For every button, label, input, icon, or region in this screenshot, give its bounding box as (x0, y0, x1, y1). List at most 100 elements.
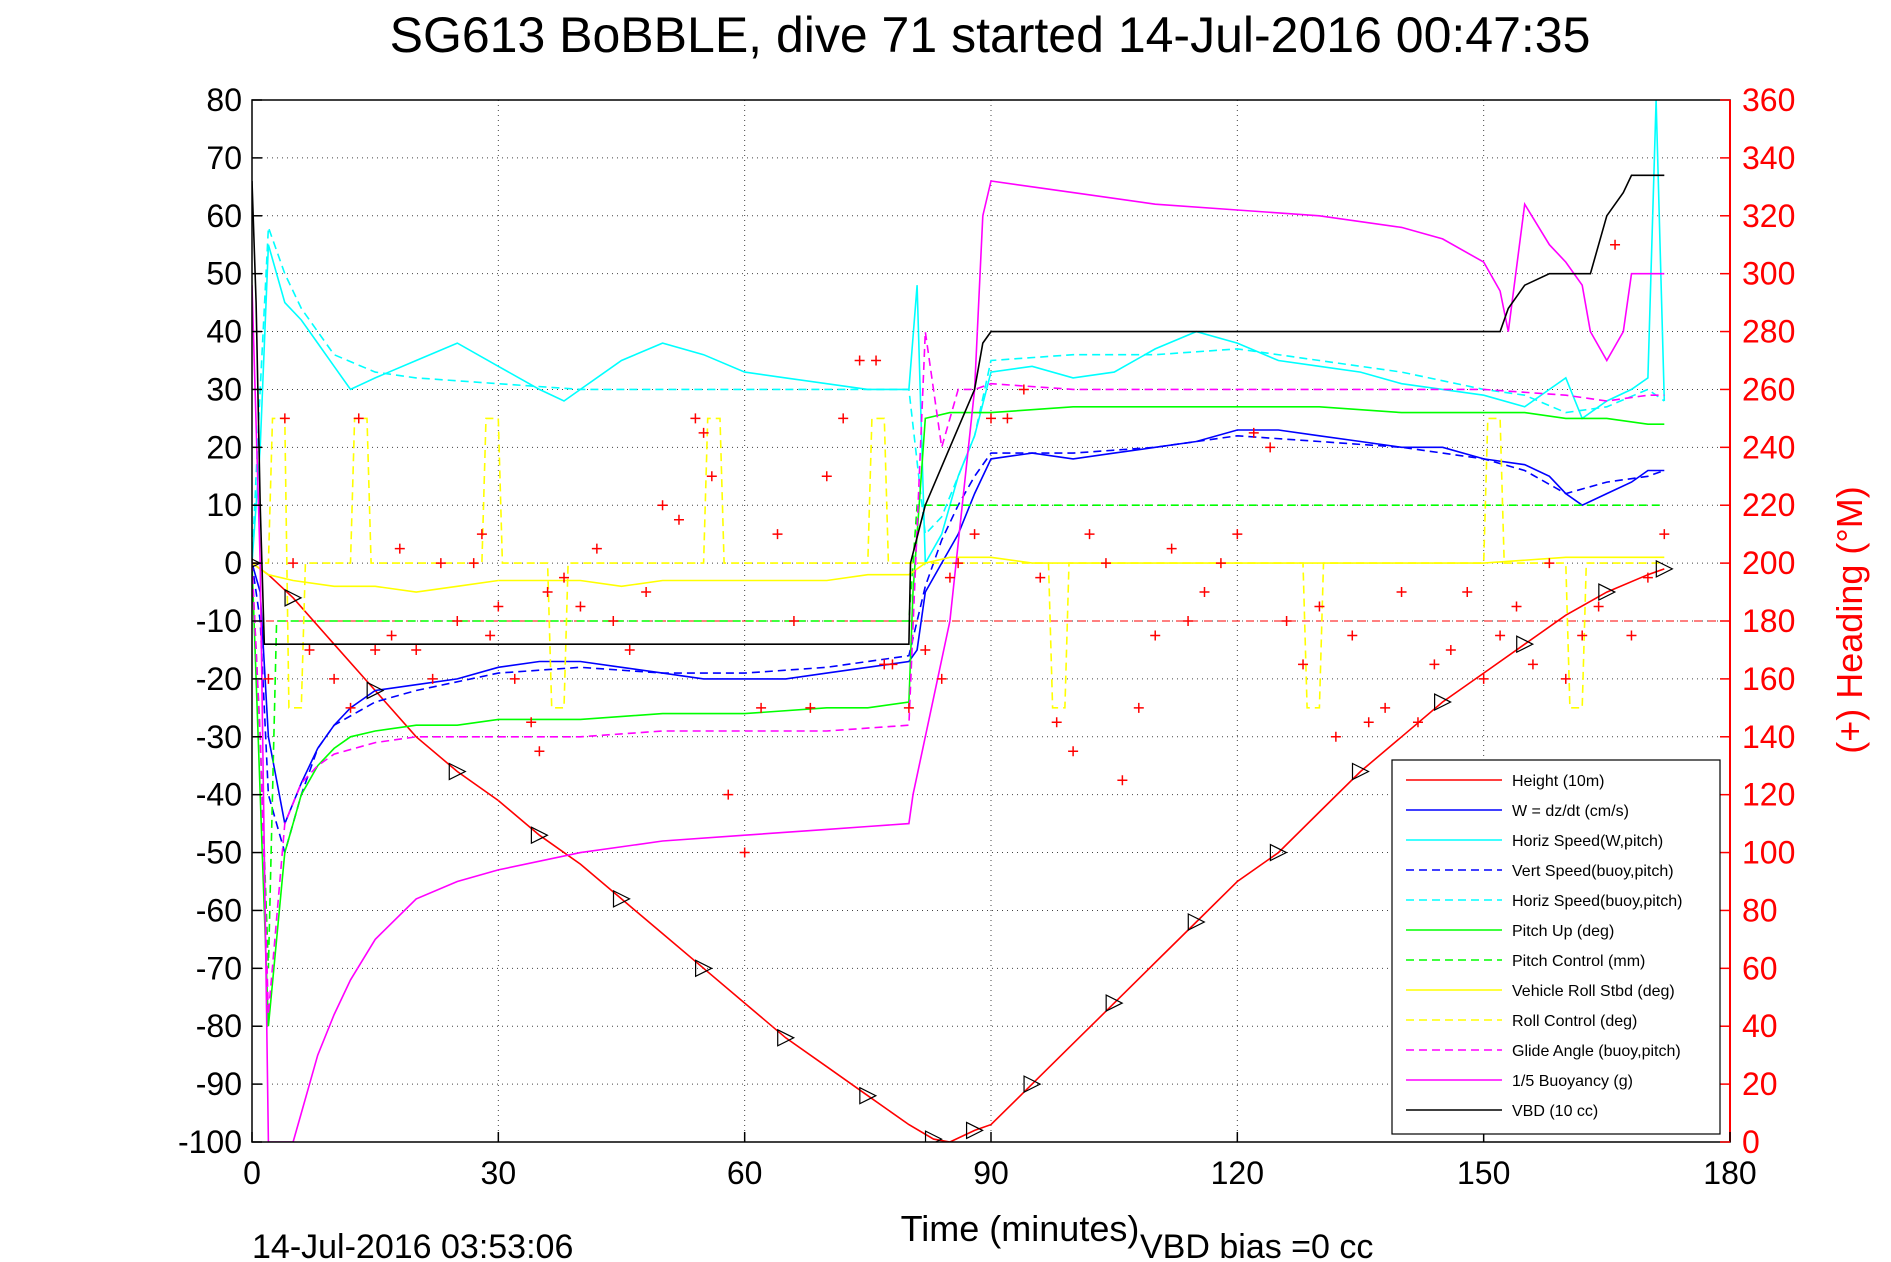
heading-point (1035, 572, 1046, 583)
series-height-10m (252, 562, 1665, 1142)
right-tick-label: 320 (1742, 198, 1795, 234)
heading-point (920, 644, 931, 655)
heading-point (821, 471, 832, 482)
legend-entry: Vert Speed(buoy,pitch) (1512, 863, 1674, 880)
heading-point (509, 673, 520, 684)
legend-entry: Horiz Speed(buoy,pitch) (1512, 893, 1682, 910)
heading-point (1166, 543, 1177, 554)
right-tick-label: 100 (1742, 835, 1795, 871)
heading-point (1199, 587, 1210, 598)
y-tick-label: 20 (206, 429, 242, 465)
series-roll-control-deg (252, 417, 1665, 709)
legend-entry: Roll Control (deg) (1512, 1013, 1637, 1030)
heading-point (279, 413, 290, 424)
heading-point (575, 601, 586, 612)
chart-title: SG613 BoBBLE, dive 71 started 14-Jul-201… (390, 7, 1591, 63)
right-tick-label: 300 (1742, 256, 1795, 292)
heading-point (1051, 717, 1062, 728)
x-tick-label: 120 (1211, 1155, 1264, 1191)
depth-marker (1655, 559, 1674, 578)
y-tick-label: -60 (196, 892, 242, 928)
y-tick-label: -80 (196, 1008, 242, 1044)
heading-point (468, 558, 479, 569)
depth-marker (366, 681, 385, 700)
right-tick-label: 80 (1742, 892, 1778, 928)
y-tick-label: 40 (206, 314, 242, 350)
y-tick-label: 60 (206, 198, 242, 234)
series-layer (252, 100, 1674, 1142)
heading-point (1495, 630, 1506, 641)
depth-markers (252, 558, 1674, 1142)
heading-point (1232, 529, 1243, 540)
y-tick-label: -10 (196, 603, 242, 639)
right-tick-label: 200 (1742, 545, 1795, 581)
right-tick-label: 180 (1742, 603, 1795, 639)
heading-point (1314, 601, 1325, 612)
y-tick-label: 30 (206, 371, 242, 407)
heading-point (427, 673, 438, 684)
right-tick-label: 340 (1742, 140, 1795, 176)
series-vbd-10-cc (252, 174, 1665, 645)
heading-point (805, 702, 816, 713)
depth-marker (1105, 994, 1124, 1013)
legend-entry: VBD (10 cc) (1512, 1103, 1598, 1120)
right-axis-label: (+) Heading (°M) (1829, 486, 1870, 753)
heading-point (641, 587, 652, 598)
heading-point (386, 630, 397, 641)
right-axis-ticks: 3603403203002802602402202001801601401201… (1720, 82, 1795, 1160)
y-tick-label: 50 (206, 256, 242, 292)
legend-entry: Height (10m) (1512, 773, 1604, 790)
heading-point (1183, 616, 1194, 626)
heading-point (1462, 587, 1473, 598)
heading-point (329, 673, 340, 684)
heading-point (1281, 616, 1292, 626)
heading-point (1330, 731, 1341, 742)
heading-point (1363, 717, 1374, 728)
heading-point (1133, 702, 1144, 713)
depth-marker (924, 1130, 943, 1142)
depth-marker (1269, 843, 1288, 862)
heading-point (1577, 630, 1588, 641)
depth-marker (965, 1121, 984, 1140)
heading-point (1642, 572, 1653, 583)
heading-point (1412, 717, 1423, 728)
x-axis-ticks: 0 30 60 90 120 150 180 (243, 1132, 1757, 1191)
right-tick-label: 260 (1742, 371, 1795, 407)
heading-point (1265, 442, 1276, 453)
heading-point (304, 644, 315, 655)
y-tick-label: 70 (206, 140, 242, 176)
heading-point (288, 558, 299, 569)
y-tick-label: -50 (196, 835, 242, 871)
legend-entry: Vehicle Roll Stbd (deg) (1512, 983, 1675, 1000)
heading-point (1117, 775, 1128, 786)
series-horiz-speed-w-pitch (252, 100, 1666, 566)
right-tick-label: 140 (1742, 719, 1795, 755)
heading-point (1018, 384, 1029, 395)
heading-point (854, 355, 865, 366)
heading-point (1478, 673, 1489, 684)
legend-entry: Horiz Speed(W,pitch) (1512, 833, 1663, 850)
heading-point (1347, 630, 1358, 641)
heading-point (624, 644, 635, 655)
heading-point (723, 789, 734, 800)
heading-point (542, 587, 553, 598)
legend-entry: Glide Angle (buoy,pitch) (1512, 1043, 1681, 1060)
heading-point (526, 717, 537, 728)
heading-point (1610, 239, 1621, 250)
depth-marker (612, 889, 631, 908)
right-tick-label: 60 (1742, 950, 1778, 986)
heading-point (1100, 558, 1111, 569)
footer-timestamp: 14-Jul-2016 03:53:06 (252, 1228, 573, 1262)
right-tick-label: 240 (1742, 429, 1795, 465)
heading-point (838, 413, 849, 424)
y-tick-label: -30 (196, 719, 242, 755)
depth-marker (448, 762, 467, 781)
heading-point (476, 529, 487, 540)
series-w-dz-dt-cm-s (252, 429, 1665, 827)
heading-point (969, 529, 980, 540)
depth-marker (1023, 1075, 1042, 1094)
depth-marker (859, 1086, 878, 1105)
heading-point (1560, 673, 1571, 684)
x-axis-label: Time (minutes) (901, 1208, 1140, 1249)
heading-point (1248, 427, 1259, 438)
